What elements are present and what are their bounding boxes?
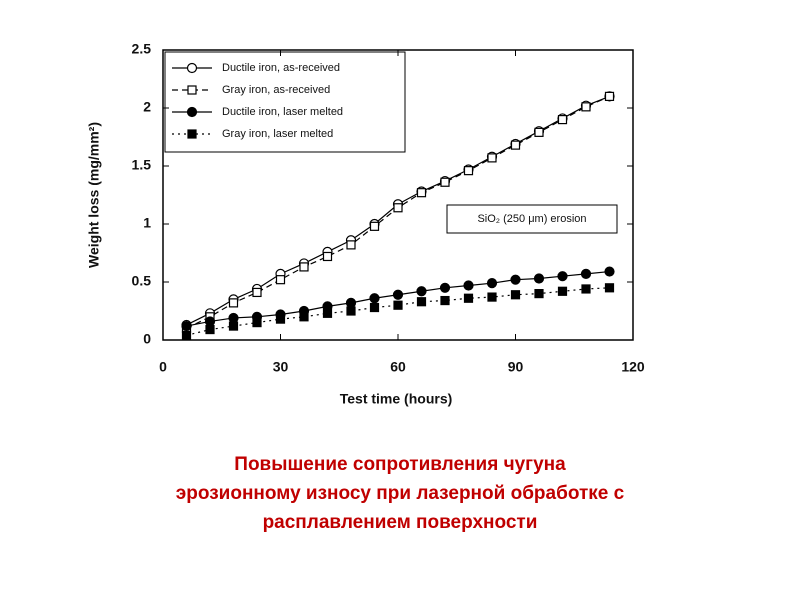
marker <box>486 278 498 289</box>
marker <box>557 271 568 282</box>
legend-label: Gray iron, laser melted <box>222 128 333 140</box>
legend-marker <box>186 106 198 118</box>
marker <box>581 284 591 294</box>
marker <box>345 297 357 308</box>
legend-marker <box>186 62 198 74</box>
marker <box>228 298 239 308</box>
y-axis-label: Weight loss (mg/mm²) <box>86 122 102 268</box>
marker <box>275 275 286 285</box>
y-tick-label: 2.5 <box>132 41 152 57</box>
marker <box>604 283 615 293</box>
marker <box>369 293 380 304</box>
marker <box>252 318 262 328</box>
marker <box>393 203 403 213</box>
marker <box>181 320 192 332</box>
x-axis-label: Test time (hours) <box>340 391 453 407</box>
marker <box>510 290 521 300</box>
marker <box>204 316 216 327</box>
legend-marker <box>187 85 197 95</box>
marker <box>463 166 474 176</box>
x-tick-label: 0 <box>159 359 167 375</box>
marker <box>440 295 450 306</box>
caption-line: эрозионному износу при лазерной обработк… <box>176 483 625 504</box>
marker <box>487 153 497 163</box>
marker <box>604 91 615 102</box>
marker <box>392 289 404 300</box>
y-tick-label: 1 <box>143 215 151 231</box>
caption-line: расплавлением поверхности <box>263 512 538 533</box>
marker <box>580 268 592 279</box>
marker <box>346 240 356 250</box>
y-tick-label: 0 <box>143 331 151 347</box>
annotation-box <box>446 204 618 234</box>
marker <box>534 289 544 299</box>
y-tick-label: 2 <box>143 99 151 115</box>
marker <box>299 312 309 322</box>
legend-label: Ductile iron, laser melted <box>222 106 343 118</box>
marker <box>322 251 333 262</box>
marker <box>604 266 615 277</box>
marker <box>275 314 286 324</box>
marker <box>369 221 380 231</box>
marker <box>416 188 427 198</box>
marker <box>581 102 591 112</box>
marker <box>510 140 521 150</box>
caption-line: Повышение сопротивления чугуна <box>234 454 566 475</box>
marker <box>557 286 568 296</box>
marker <box>181 330 192 340</box>
marker <box>228 312 239 324</box>
x-tick-label: 90 <box>508 359 524 375</box>
legend-marker <box>187 129 197 139</box>
y-tick-label: 0.5 <box>132 273 152 289</box>
marker <box>346 306 356 316</box>
marker <box>416 297 427 307</box>
legend-box <box>164 51 406 153</box>
marker <box>510 274 521 285</box>
marker <box>487 292 497 302</box>
marker <box>228 321 239 331</box>
marker <box>299 262 309 272</box>
marker <box>369 302 380 313</box>
legend-label: Ductile iron, as-received <box>222 62 340 74</box>
marker <box>557 114 568 125</box>
marker <box>322 308 333 318</box>
marker <box>205 324 215 335</box>
y-tick-label: 1.5 <box>132 157 152 173</box>
marker <box>533 273 545 284</box>
marker <box>534 127 544 137</box>
x-tick-label: 60 <box>390 359 406 375</box>
marker <box>463 293 474 303</box>
x-tick-label: 30 <box>273 359 289 375</box>
legend-label: Gray iron, as-received <box>222 84 330 96</box>
marker <box>416 286 427 297</box>
marker <box>440 177 450 187</box>
x-tick-label: 120 <box>621 359 645 375</box>
marker <box>393 300 403 310</box>
marker <box>463 280 474 291</box>
marker <box>439 282 451 293</box>
marker <box>252 287 262 298</box>
annotation: SiO₂ (250 μm) erosion <box>477 213 586 225</box>
